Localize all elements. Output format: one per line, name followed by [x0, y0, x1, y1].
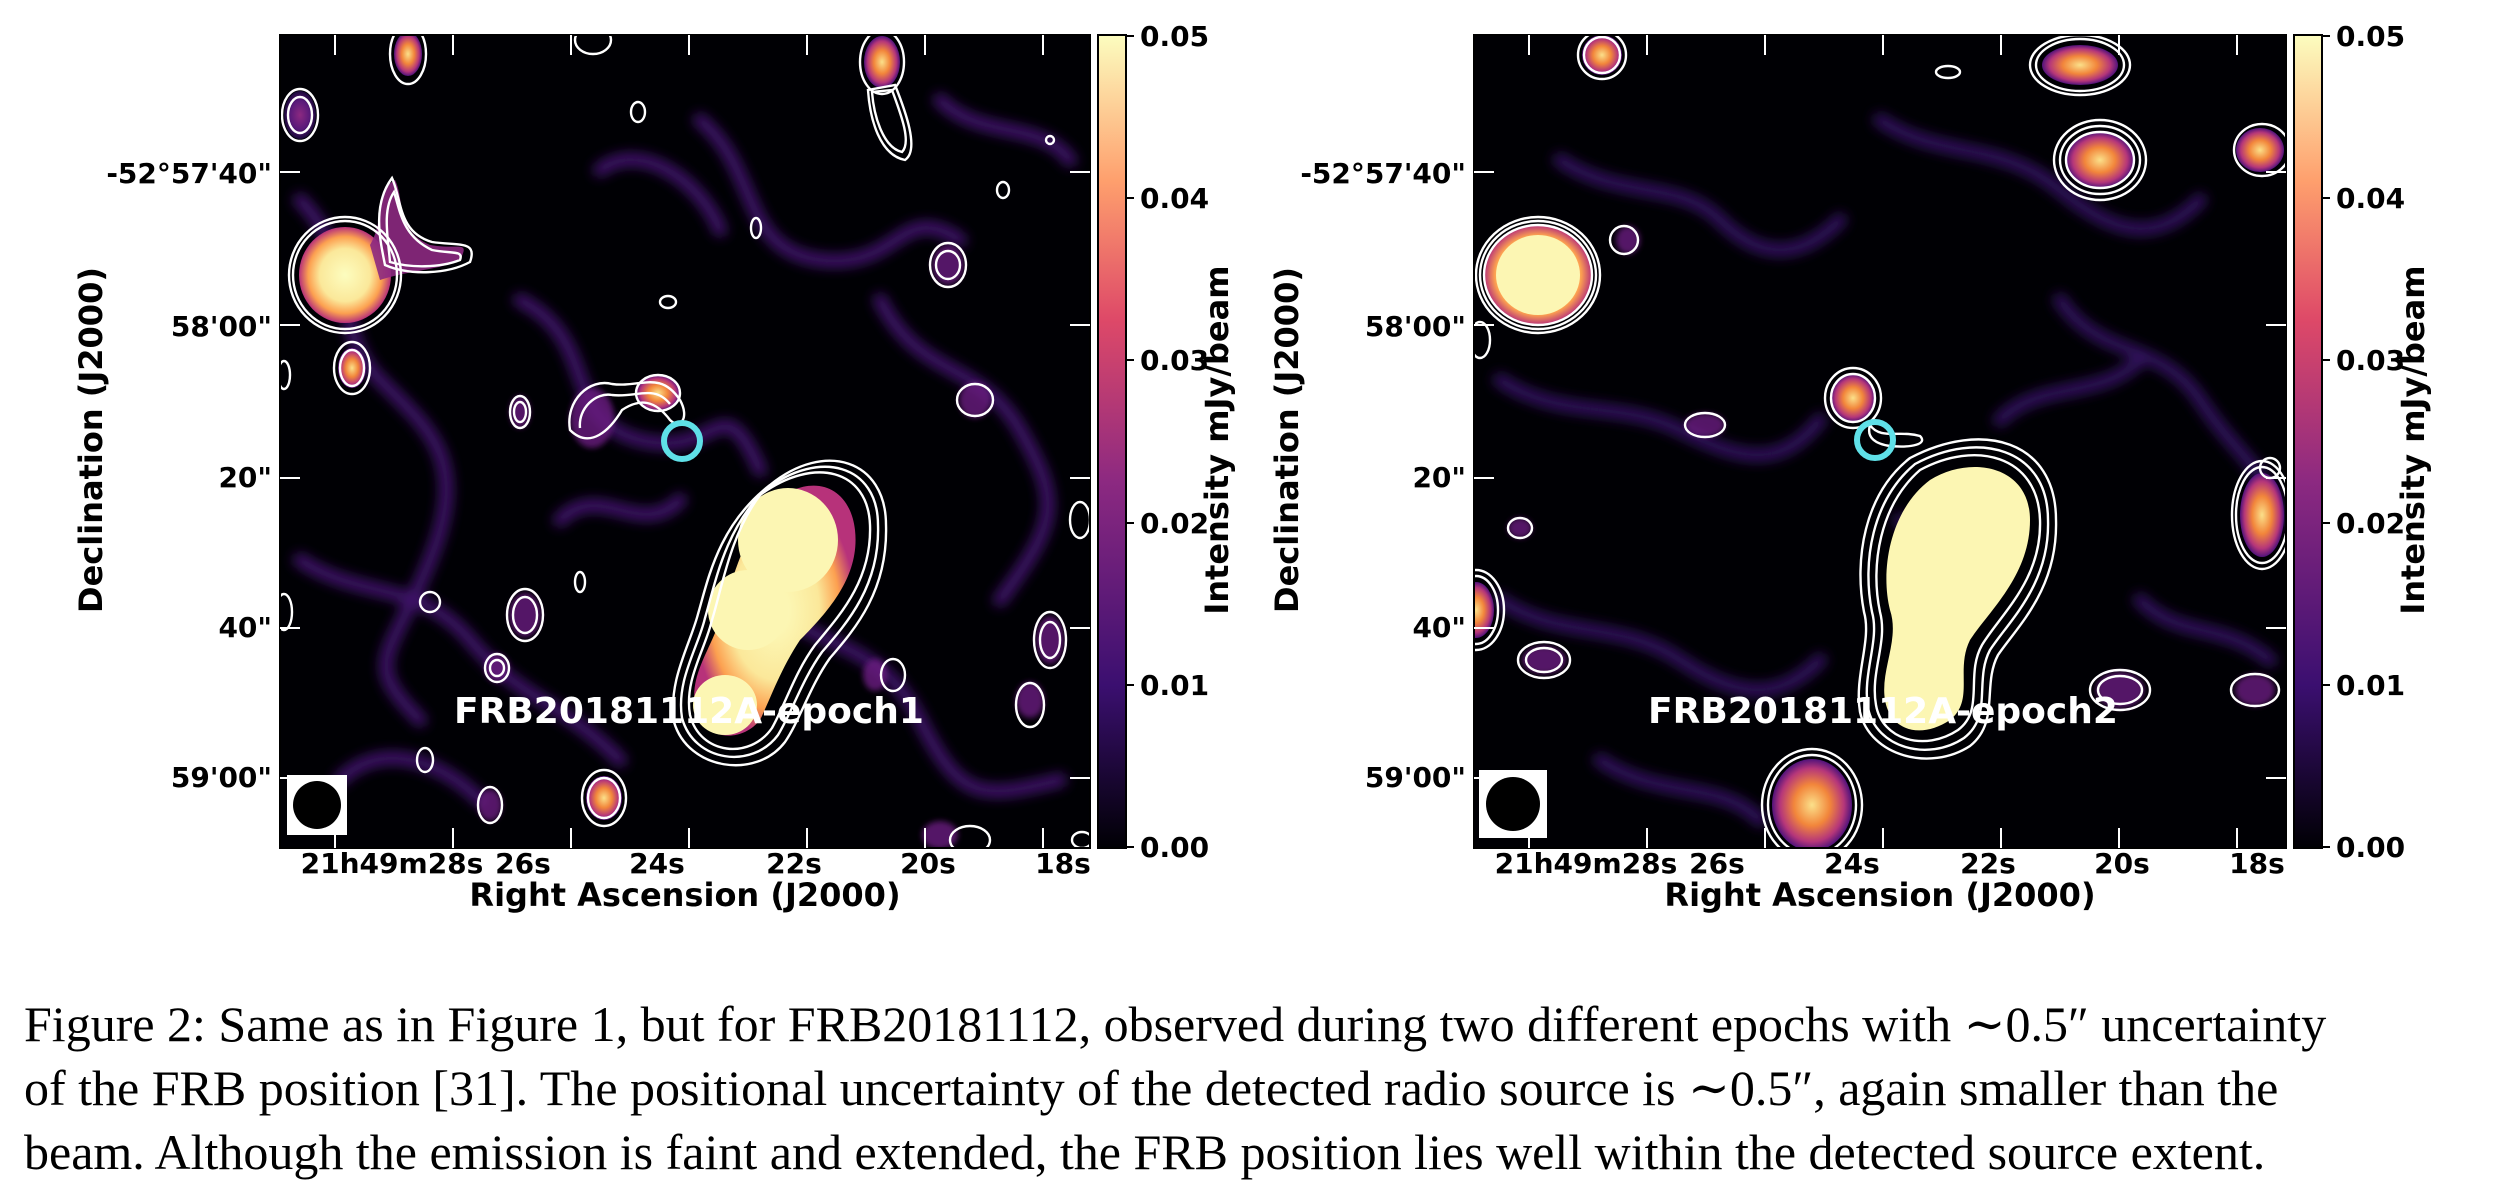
y-tick-label: 58'00" — [171, 310, 272, 343]
caption-line: beam. Although the emission is faint and… — [24, 1124, 2266, 1180]
panel-label-epoch2: FRB20181112A-epoch2 — [1648, 691, 2118, 732]
colorbar-tick: 0.05 — [2336, 20, 2405, 53]
colorbar-epoch2 — [2293, 34, 2323, 849]
colorbar-tick: 0.03 — [1140, 344, 1209, 377]
y-tick-labels-epoch2: -52°57'40" 58'00" 20" 40" 59'00" — [1300, 157, 1466, 794]
y-tick-labels-epoch1: -52°57'40" 58'00" 20" 40" 59'00" — [106, 157, 272, 794]
colorbar-tick: 0.01 — [2336, 669, 2405, 702]
colorbar-tick: 0.03 — [2336, 344, 2405, 377]
y-tick-label: 40" — [1412, 611, 1466, 644]
panel-epoch1: FRB20181112A-epoch1 21h49m28s 26s 24s 22… — [72, 20, 1236, 914]
colorbar-tick: 0.00 — [1140, 831, 1209, 864]
contours-epoch2 — [1474, 35, 2286, 848]
x-tick-label: 21h49m28s — [1495, 847, 1678, 880]
beam-ellipse-epoch1 — [293, 781, 341, 829]
radio-image-epoch2: FRB20181112A-epoch2 — [1474, 35, 2286, 848]
source-extended-2 — [1884, 467, 2030, 731]
frb-position-circle-epoch1 — [661, 420, 703, 462]
y-tick-label: -52°57'40" — [1300, 157, 1466, 190]
x-tick-label: 24s — [629, 847, 685, 880]
colorbar-tick: 0.04 — [1140, 182, 1209, 215]
x-tick-label: 20s — [2094, 847, 2150, 880]
panel-label-epoch1: FRB20181112A-epoch1 — [454, 691, 924, 732]
x-tick-label: 26s — [495, 847, 551, 880]
contours-epoch1 — [280, 35, 1090, 848]
x-axis-title-epoch2: Right Ascension (J2000) — [1664, 876, 2095, 914]
y-tick-label: 20" — [1412, 461, 1466, 494]
x-tick-labels-epoch1: 21h49m28s 26s 24s 22s 20s 18s — [301, 847, 1091, 880]
x-tick-label: 18s — [1035, 847, 1091, 880]
colorbar-tick: 0.00 — [2336, 831, 2405, 864]
colorbar-title-epoch2: Intensity mJy/beam — [2394, 265, 2432, 614]
y-axis-title-epoch1: Declination (J2000) — [72, 267, 110, 613]
x-axis-title-epoch1: Right Ascension (J2000) — [469, 876, 900, 914]
x-tick-label: 20s — [900, 847, 956, 880]
caption-line: Figure 2: Same as in Figure 1, but for F… — [24, 996, 2327, 1052]
frb-position-circle-epoch2 — [1854, 419, 1896, 461]
y-tick-label: 59'00" — [171, 761, 272, 794]
x-tick-label: 24s — [1824, 847, 1880, 880]
figure-panels: FRB20181112A-epoch1 21h49m28s 26s 24s 22… — [72, 20, 2432, 914]
ticks-inner-epoch2 — [1474, 35, 2286, 848]
colorbar-tick: 0.04 — [2336, 182, 2405, 215]
radio-image-epoch1: FRB20181112A-epoch1 — [280, 35, 1090, 848]
colorbar-title-epoch1: Intensity mJy/beam — [1198, 265, 1236, 614]
y-tick-label: 59'00" — [1365, 761, 1466, 794]
colorbar-epoch1 — [1097, 34, 1127, 849]
caption-line: of the FRB position [31]. The positional… — [24, 1060, 2279, 1116]
x-tick-labels-epoch2: 21h49m28s 26s 24s 22s 20s 18s — [1495, 847, 2285, 880]
y-tick-label: 20" — [218, 461, 272, 494]
colorbar-tick: 0.02 — [2336, 507, 2405, 540]
panel-epoch2: FRB20181112A-epoch2 21h49m28s 26s 24s 22… — [1268, 20, 2432, 914]
y-tick-label: 58'00" — [1365, 310, 1466, 343]
ticks-inner-epoch1 — [280, 35, 1090, 848]
x-tick-label: 22s — [1960, 847, 2016, 880]
y-axis-title-epoch2: Declination (J2000) — [1268, 267, 1306, 613]
x-tick-label: 26s — [1689, 847, 1745, 880]
x-tick-label: 22s — [766, 847, 822, 880]
colorbar-ticks-epoch2: 0.05 0.04 0.03 0.02 0.01 0.00 — [2336, 20, 2405, 864]
y-tick-label: 40" — [218, 611, 272, 644]
y-tick-label: -52°57'40" — [106, 157, 272, 190]
x-tick-label: 21h49m28s — [301, 847, 484, 880]
colorbar-tick: 0.02 — [1140, 507, 1209, 540]
x-tick-label: 18s — [2229, 847, 2285, 880]
colorbar-tick: 0.01 — [1140, 669, 1209, 702]
source-bright-west — [299, 227, 391, 323]
colorbar-tick: 0.05 — [1140, 20, 1209, 53]
beam-ellipse-epoch2 — [1486, 777, 1540, 831]
figure-caption: Figure 2: Same as in Figure 1, but for F… — [24, 992, 2484, 1184]
colorbar-ticks-epoch1: 0.05 0.04 0.03 0.02 0.01 0.00 — [1140, 20, 1209, 864]
